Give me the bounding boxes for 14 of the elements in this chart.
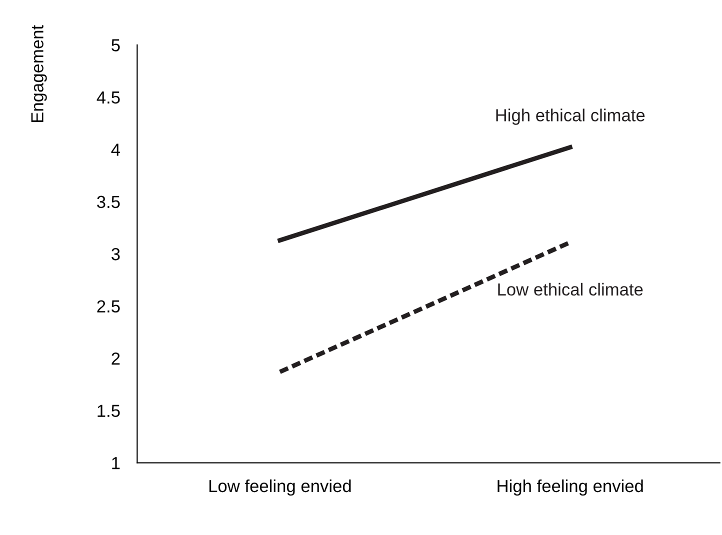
series-label: Low ethical climate <box>498 282 643 296</box>
y-tick-label: 3 <box>112 248 120 260</box>
y-tick-label: 4 <box>111 144 120 156</box>
y-axis-title: Engagement <box>31 25 47 122</box>
y-tick-label: 1.5 <box>98 404 120 418</box>
y-tick-label: 4.5 <box>96 92 120 104</box>
series-label: High ethical climate <box>496 108 645 125</box>
y-tick-label: 5 <box>112 39 120 52</box>
x-tick-label: High feeling envied <box>498 479 643 496</box>
x-tick-label: Low feeling envied <box>209 479 351 496</box>
y-tick-label: 2 <box>112 352 120 365</box>
y-tick-label: 2.5 <box>97 300 120 313</box>
y-tick-label: 1 <box>112 457 120 470</box>
y-tick-label: 3.5 <box>97 196 120 208</box>
